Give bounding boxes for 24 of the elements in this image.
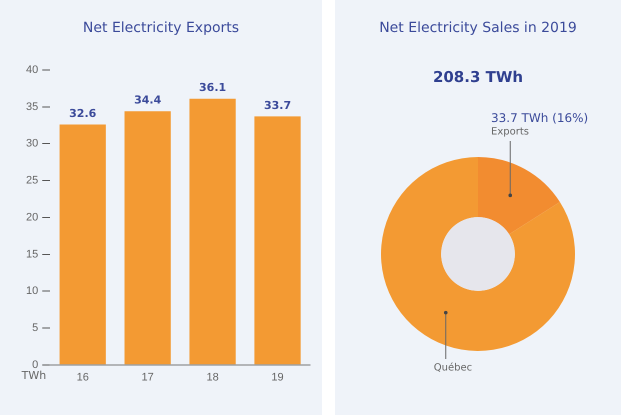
y-tick-label: 10	[26, 285, 38, 298]
slice-label: Québec	[434, 362, 472, 374]
y-axis-title: TWh	[20, 369, 46, 382]
x-tick-label: 18	[206, 371, 219, 384]
y-tick-label: 15	[26, 248, 38, 260]
data-label: 32.6	[69, 106, 97, 120]
data-label: 36.1	[199, 81, 226, 94]
y-tick-label: 30	[26, 138, 38, 150]
data-label: 33.7	[264, 98, 292, 112]
y-tick-label: 25	[26, 174, 38, 187]
chart-title: Net Electricity Sales in 2019	[378, 20, 578, 36]
x-tick-label: 16	[76, 371, 89, 384]
data-label: 34.4	[134, 94, 162, 107]
x-tick-label: 19	[271, 371, 284, 384]
x-tick-label: 17	[142, 371, 154, 384]
chart-subtitle: 208.3 TWh	[432, 68, 524, 86]
y-tick-label: 5	[32, 322, 38, 334]
slice-label: Exports	[491, 126, 529, 138]
y-tick-label: 20	[26, 211, 38, 224]
y-tick-label: 40	[26, 64, 38, 76]
y-tick-label: 0	[32, 358, 38, 371]
data-label: 33.7 TWh (16%)	[491, 111, 588, 126]
chart-title: Net Electricity Exports	[82, 20, 240, 36]
y-tick-label: 35	[26, 100, 38, 113]
